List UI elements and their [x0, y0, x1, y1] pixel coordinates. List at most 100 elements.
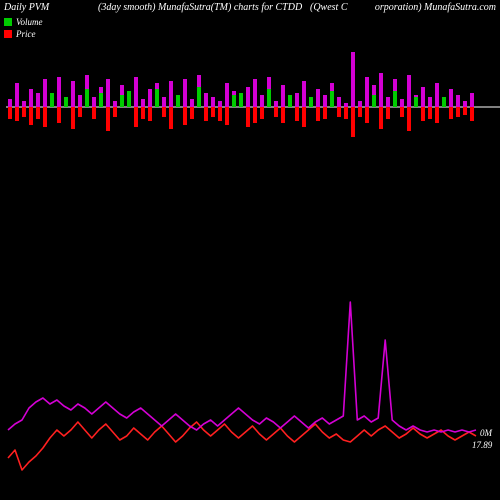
bar-magenta: [106, 79, 110, 107]
bar-magenta: [148, 89, 152, 107]
bar-red: [246, 107, 250, 127]
bar-green: [85, 89, 89, 107]
bar-magenta: [183, 79, 187, 107]
legend-swatch-price: [4, 30, 12, 38]
bar-red: [379, 107, 383, 129]
bar-green: [372, 95, 376, 107]
bar-magenta: [302, 81, 306, 107]
bar-red: [323, 107, 327, 119]
bar-green: [64, 97, 68, 107]
bar-green: [414, 97, 418, 107]
bar-red: [211, 107, 215, 117]
bar-red: [400, 107, 404, 117]
bar-magenta: [281, 85, 285, 107]
bar-green: [393, 91, 397, 107]
bar-red: [295, 107, 299, 121]
bar-red: [470, 107, 474, 121]
bar-magenta: [162, 97, 166, 107]
bar-magenta: [29, 89, 33, 107]
line-volume: [8, 302, 476, 432]
bar-magenta: [211, 97, 215, 107]
bar-magenta: [169, 81, 173, 107]
bar-green: [442, 97, 446, 107]
bar-green: [127, 91, 131, 107]
bar-green: [309, 97, 313, 107]
axis-label-volume: 0M: [480, 428, 492, 438]
bar-magenta: [57, 77, 61, 107]
bar-green: [197, 87, 201, 107]
bar-red: [134, 107, 138, 127]
header-right: orporation) MunafaSutra.com: [375, 2, 496, 13]
bar-magenta: [386, 97, 390, 107]
bar-magenta: [204, 93, 208, 107]
legend-label-volume: Volume: [16, 17, 43, 27]
bar-red: [22, 107, 26, 117]
bar-magenta: [225, 83, 229, 107]
bar-magenta: [400, 99, 404, 107]
bar-red: [428, 107, 432, 119]
bar-magenta: [15, 83, 19, 107]
bar-green: [288, 95, 292, 107]
bar-green: [267, 89, 271, 107]
bar-red: [190, 107, 194, 119]
bar-magenta: [428, 97, 432, 107]
bar-magenta: [456, 95, 460, 107]
bar-red: [92, 107, 96, 119]
legend-label-price: Price: [16, 29, 36, 39]
legend-row-price: Price: [4, 28, 43, 40]
bar-red: [183, 107, 187, 125]
header-left: Daily PVM: [4, 2, 49, 13]
bar-red: [218, 107, 222, 121]
legend-swatch-volume: [4, 18, 12, 26]
bar-magenta: [8, 99, 12, 107]
chart-root: Daily PVM (3day smooth) MunafaSutra(TM) …: [0, 0, 500, 500]
bar-magenta: [274, 101, 278, 107]
bar-red: [141, 107, 145, 119]
bar-red: [8, 107, 12, 119]
bar-red: [36, 107, 40, 119]
bar-magenta: [253, 79, 257, 107]
bar-red: [274, 107, 278, 117]
bar-magenta: [78, 95, 82, 107]
bar-green: [239, 93, 243, 107]
bar-red: [463, 107, 467, 115]
header-mid2: (Qwest C: [310, 2, 348, 13]
bar-magenta: [190, 99, 194, 107]
bar-red: [225, 107, 229, 125]
bar-magenta: [421, 87, 425, 107]
bar-red: [386, 107, 390, 119]
bar-red: [421, 107, 425, 121]
bar-magenta: [365, 77, 369, 107]
bar-red: [15, 107, 19, 121]
bar-red: [169, 107, 173, 129]
lower-panel: 0M 17.89: [0, 280, 500, 490]
bar-red: [316, 107, 320, 121]
bar-green: [232, 95, 236, 107]
bar-green: [155, 89, 159, 107]
bar-red: [78, 107, 82, 117]
bar-magenta: [295, 93, 299, 107]
bar-magenta: [435, 83, 439, 107]
bar-red: [456, 107, 460, 117]
bar-red: [365, 107, 369, 123]
bar-red: [358, 107, 362, 117]
bar-magenta: [71, 81, 75, 107]
bar-magenta: [351, 52, 355, 107]
bar-red: [337, 107, 341, 117]
bar-red: [162, 107, 166, 117]
bar-magenta: [260, 95, 264, 107]
bar-magenta: [113, 101, 117, 107]
bar-magenta: [141, 99, 145, 107]
price-volume-line-chart: [0, 280, 500, 490]
axis-label-price: 17.89: [472, 440, 492, 450]
bar-red: [449, 107, 453, 119]
volume-bar-chart: [0, 52, 500, 162]
bar-magenta: [379, 73, 383, 107]
bar-magenta: [463, 101, 467, 107]
bar-red: [148, 107, 152, 121]
header-mid1: (3day smooth) MunafaSutra(TM) charts for…: [98, 2, 302, 13]
bar-magenta: [344, 103, 348, 107]
bar-magenta: [449, 89, 453, 107]
bar-green: [99, 93, 103, 107]
bar-red: [253, 107, 257, 123]
